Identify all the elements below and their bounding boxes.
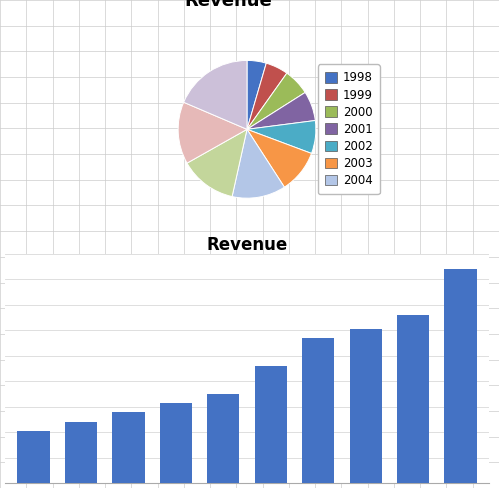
Wedge shape — [247, 121, 316, 153]
Bar — [160, 403, 192, 483]
Wedge shape — [247, 92, 315, 129]
Bar — [65, 422, 97, 483]
Wedge shape — [247, 63, 287, 129]
Bar — [349, 329, 382, 483]
Wedge shape — [247, 73, 305, 129]
Wedge shape — [247, 129, 311, 187]
Bar — [17, 431, 49, 483]
Wedge shape — [247, 61, 266, 129]
Title: Revenue: Revenue — [207, 236, 287, 254]
Legend: 1998, 1999, 2000, 2001, 2002, 2003, 2004: 1998, 1999, 2000, 2001, 2002, 2003, 2004 — [318, 64, 380, 194]
Bar — [207, 394, 240, 483]
Wedge shape — [187, 129, 247, 197]
Bar — [397, 315, 429, 483]
Bar — [445, 269, 477, 483]
Title: Revenue: Revenue — [184, 0, 272, 10]
Wedge shape — [184, 61, 247, 129]
Wedge shape — [232, 129, 284, 198]
Bar — [112, 412, 145, 483]
Bar — [302, 338, 334, 483]
Wedge shape — [178, 102, 247, 163]
Bar — [254, 366, 287, 483]
